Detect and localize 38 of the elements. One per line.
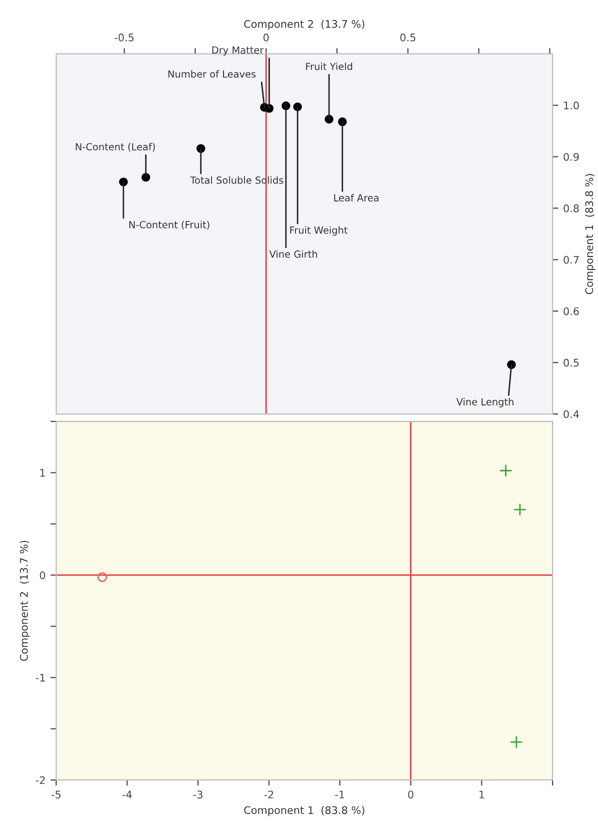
point [499,464,512,478]
y-tick-label: 0.8 [564,204,579,212]
annotation: Vine Length [456,398,514,408]
annotation: Dry Matter [212,46,264,56]
x-tick-label: -5 [52,790,60,798]
y-tick-label: -2 [36,776,45,784]
x-tick-label: -4 [122,790,132,798]
y-tick-label: -1 [36,674,45,682]
x-tick-label: 0 [408,790,414,798]
annotation: Leaf Area [334,194,378,202]
y-tick-label: 0.4 [564,410,579,418]
annotation: Number of Leaves [168,70,256,78]
annotation: Vine Girth [269,250,318,258]
y-axis-title: Component 2 (13.7 %) [20,540,30,661]
x-tick-label: -3 [193,790,202,798]
x-axis-title: Component 1 (83.8 %) [244,806,364,816]
y-tick-label: 1 [40,469,45,477]
x-tick-label: -1 [335,790,344,798]
x-tick-label: 0 [263,34,269,42]
x-tick-label: 1 [479,790,484,798]
annotation: Fruit Weight [290,226,348,236]
y-tick-label: 0.5 [564,358,579,367]
point [97,572,108,582]
y-axis-title: Component 1 (83.8 %) [585,174,596,294]
point [513,503,526,516]
annotation: Fruit Yield [306,62,352,70]
y-tick-label: 0.6 [564,307,579,316]
x-tick-label: 0.5 [400,34,416,42]
x-tick-label: -2 [264,790,274,798]
y-tick-label: 0.9 [564,152,579,161]
annotation: N-Content (Fruit) [129,220,210,230]
y-tick-label: 0 [40,571,46,580]
x-axis-title: Component 2 (13.7 %) [244,20,364,30]
y-tick-label: 0.7 [564,256,579,264]
point [510,736,523,749]
annotation: N-Content (Leaf) [76,142,155,152]
y-tick-label: 1.0 [564,102,579,110]
x-tick-label: -0.5 [114,34,134,42]
